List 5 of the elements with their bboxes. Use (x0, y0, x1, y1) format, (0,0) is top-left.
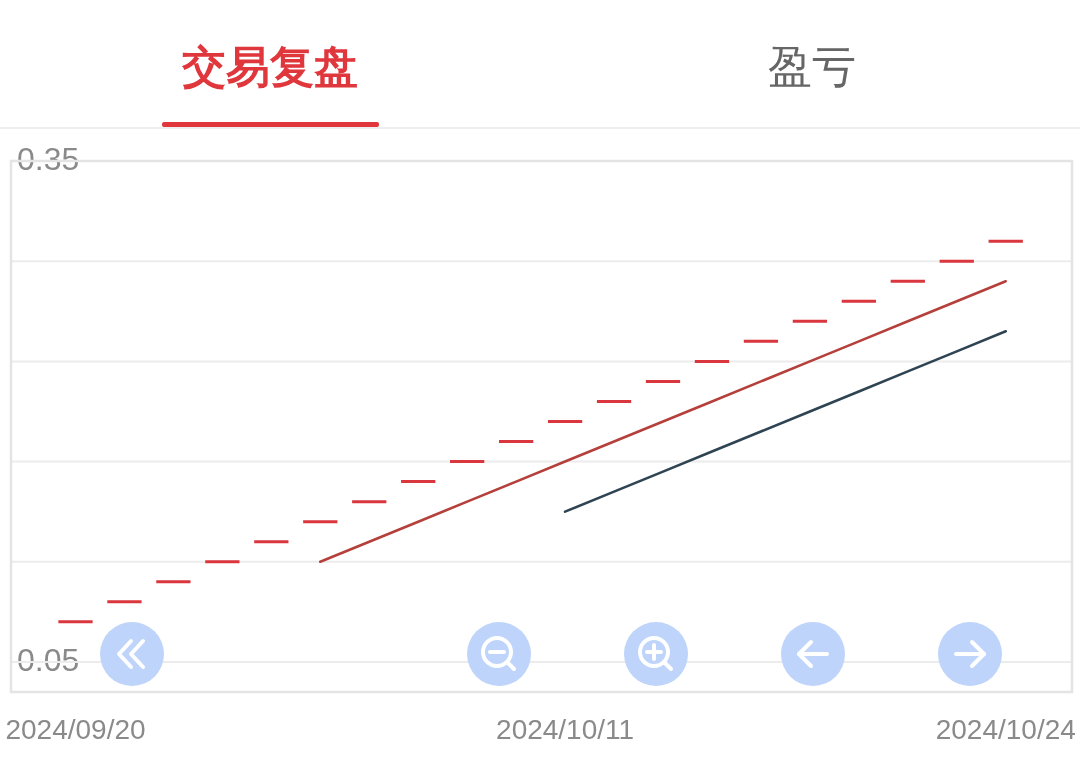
text: 盈亏 (768, 40, 856, 94)
x-tick-label: 2024/10/11 (496, 713, 635, 745)
x-tick-label: 2024/09/20 (5, 713, 146, 745)
x-tick-label: 2024/10/24 (935, 713, 1076, 745)
chart-title: 交易复盘 (182, 40, 358, 94)
